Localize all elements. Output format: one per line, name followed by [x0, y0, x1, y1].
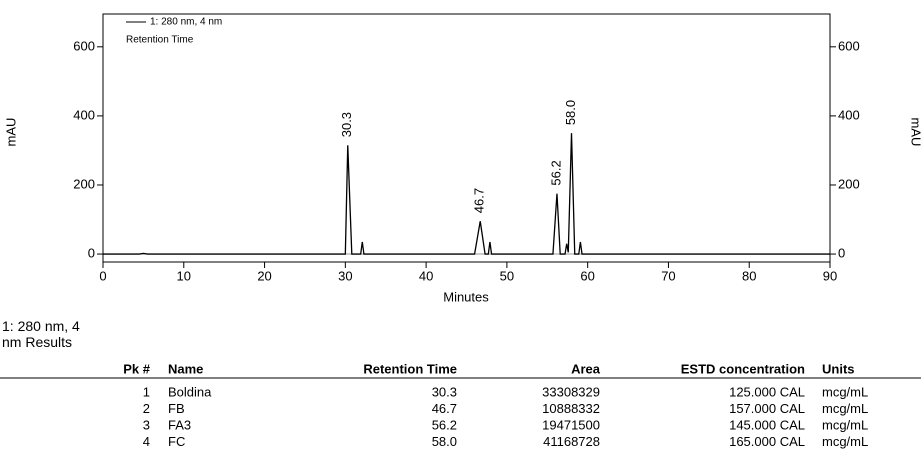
table-cell: FC — [168, 434, 185, 449]
table-cell: 10888332 — [542, 401, 600, 416]
x-tick-label: 30 — [338, 268, 352, 283]
y2-axis-label: mAU — [909, 118, 921, 147]
table-cell: 58.0 — [432, 434, 457, 449]
table-cell: mcg/mL — [822, 434, 868, 449]
table-header: Retention Time — [363, 361, 457, 376]
y2-tick-label: 0 — [838, 245, 845, 260]
table-cell: FB — [168, 401, 185, 416]
y2-tick-label: 400 — [838, 107, 860, 122]
x-tick-label: 0 — [99, 268, 106, 283]
table-header: Units — [822, 361, 855, 376]
table-cell: FA3 — [168, 417, 191, 432]
table-cell: 125.000 CAL — [729, 384, 805, 399]
table-header: Area — [571, 361, 601, 376]
table-header: Name — [168, 361, 203, 376]
table-cell: 1 — [143, 384, 150, 399]
legend-entry: 1: 280 nm, 4 nm — [150, 17, 222, 28]
table-header: ESTD concentration — [681, 361, 805, 376]
peak-label: 56.2 — [548, 160, 563, 185]
table-cell: Boldina — [168, 384, 212, 399]
peak-label: 30.3 — [339, 112, 354, 137]
y-tick-label: 600 — [73, 38, 95, 53]
table-cell: 2 — [143, 401, 150, 416]
y2-tick-label: 600 — [838, 38, 860, 53]
y-tick-label: 400 — [73, 107, 95, 122]
peak-label: 46.7 — [472, 188, 487, 213]
x-tick-label: 40 — [419, 268, 433, 283]
table-cell: 56.2 — [432, 417, 457, 432]
table-cell: 19471500 — [542, 417, 600, 432]
x-tick-label: 70 — [661, 268, 675, 283]
table-cell: 30.3 — [432, 384, 457, 399]
y-tick-label: 0 — [88, 245, 95, 260]
table-cell: 157.000 CAL — [729, 401, 805, 416]
x-tick-label: 20 — [257, 268, 271, 283]
table-cell: mcg/mL — [822, 417, 868, 432]
x-tick-label: 10 — [177, 268, 191, 283]
chromatogram-line — [103, 133, 830, 255]
x-tick-label: 60 — [580, 268, 594, 283]
table-cell: 3 — [143, 417, 150, 432]
results-title: 1: 280 nm, 4 nm Results — [2, 318, 80, 350]
table-cell: 4 — [143, 434, 150, 449]
y-tick-label: 200 — [73, 176, 95, 191]
x-tick-label: 50 — [500, 268, 514, 283]
y2-tick-label: 200 — [838, 176, 860, 191]
table-cell: 33308329 — [542, 384, 600, 399]
x-tick-label: 80 — [742, 268, 756, 283]
table-cell: 145.000 CAL — [729, 417, 805, 432]
table-cell: 165.000 CAL — [729, 434, 805, 449]
table-header: Pk # — [123, 361, 151, 376]
peak-label: 58.0 — [563, 100, 578, 125]
table-cell: mcg/mL — [822, 384, 868, 399]
table-cell: 41168728 — [543, 434, 600, 449]
table-cell: 46.7 — [432, 401, 457, 416]
legend-subtitle: Retention Time — [126, 35, 194, 46]
table-cell: mcg/mL — [822, 401, 868, 416]
x-axis-label: Minutes — [443, 289, 489, 304]
x-tick-label: 90 — [823, 268, 837, 283]
plot-frame — [102, 13, 831, 262]
y-axis-label: mAU — [3, 118, 18, 147]
